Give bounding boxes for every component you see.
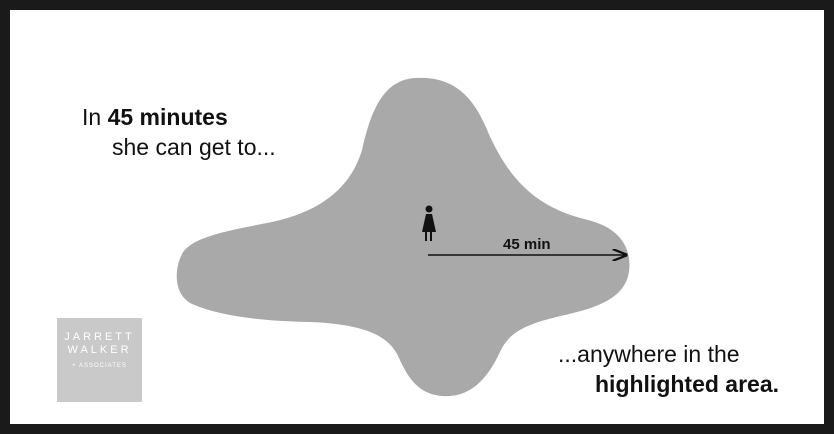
caption-bottom-emphasis: highlighted area. <box>595 371 780 397</box>
arrow-label: 45 min <box>503 236 551 253</box>
logo-line3: + ASSOCIATES <box>72 363 127 369</box>
logo-line2: WALKER <box>67 344 132 356</box>
jarrett-walker-logo: JARRETT WALKER + ASSOCIATES <box>57 318 142 402</box>
caption-bottom: ...anywhere in the highlighted area. <box>558 339 779 399</box>
caption-bottom-line1: ...anywhere in the <box>558 341 740 367</box>
person-icon <box>422 205 436 241</box>
isochrone-diagram: 45 min <box>176 77 630 397</box>
logo-line1: JARRETT <box>64 331 135 343</box>
caption-top-emphasis: 45 minutes <box>107 104 228 130</box>
reachable-area <box>176 77 630 397</box>
caption-top: In 45 minutes she can get to... <box>82 102 276 162</box>
caption-top-line2: she can get to... <box>112 134 276 160</box>
caption-top-prefix: In <box>82 104 108 130</box>
